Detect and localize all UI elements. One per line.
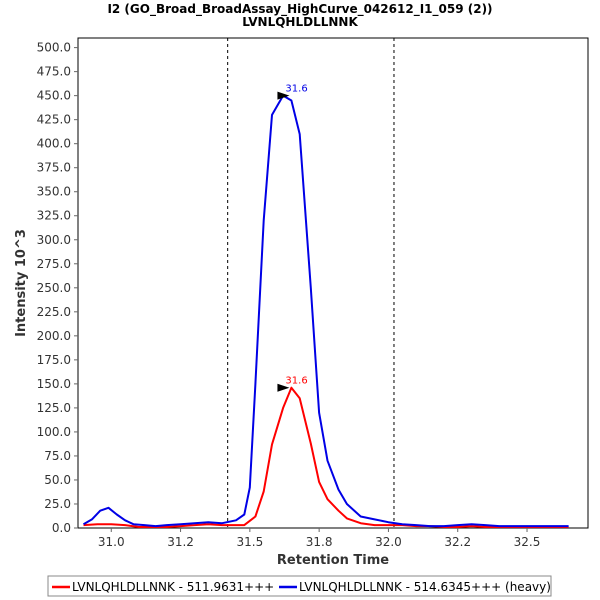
x-tick-label: 31.5 [236, 535, 263, 549]
legend-entry-heavy: LVNLQHLDLLNNK - 514.6345+++ (heavy) [299, 580, 551, 594]
y-tick-label: 425.0 [37, 113, 71, 127]
peak-label: 31.6 [285, 376, 307, 387]
y-tick-label: 50.0 [44, 473, 71, 487]
chart-title: I2 (GO_Broad_BroadAssay_HighCurve_042612… [107, 2, 492, 17]
reference-lines [227, 38, 395, 528]
series-line-light [83, 386, 569, 528]
x-axis: 31.0 31.2 31.5 31.8 32.0 32.2 32.5 [98, 528, 540, 549]
peak-label: 31.6 [285, 84, 307, 95]
y-tick-label: 150.0 [37, 377, 71, 391]
series-layer [83, 94, 569, 528]
y-tick-label: 325.0 [37, 209, 71, 223]
y-tick-label: 225.0 [37, 305, 71, 319]
y-tick-label: 75.0 [44, 449, 71, 463]
x-tick-label: 31.2 [167, 535, 194, 549]
x-tick-label: 31.0 [98, 535, 125, 549]
y-tick-label: 275.0 [37, 257, 71, 271]
x-tick-label: 32.2 [444, 535, 471, 549]
legend-entry-light: LVNLQHLDLLNNK - 511.9631+++ [72, 580, 274, 594]
y-tick-label: 475.0 [37, 65, 71, 79]
series-line-heavy [83, 94, 569, 528]
y-axis-label: Intensity 10^3 [14, 229, 29, 337]
plot-area [77, 37, 589, 529]
y-tick-label: 500.0 [37, 41, 71, 55]
peak-labels: 31.6 31.6 [277, 84, 308, 392]
y-tick-label: 350.0 [37, 185, 71, 199]
y-tick-label: 25.0 [44, 497, 71, 511]
y-tick-label: 200.0 [37, 329, 71, 343]
peak-arrow-icon [277, 383, 290, 392]
legend [47, 575, 552, 597]
x-tick-label: 32.0 [375, 535, 402, 549]
x-axis-label: Retention Time [277, 553, 389, 568]
chart-subtitle: LVNLQHLDLLNNK [242, 15, 358, 29]
y-tick-label: 125.0 [37, 401, 71, 415]
y-tick-label: 400.0 [37, 137, 71, 151]
y-axis: 0.0 25.0 50.0 75.0 100.0 125.0 150.0 175.0 200.0… [37, 41, 78, 535]
y-tick-label: 100.0 [37, 425, 71, 439]
x-tick-label: 31.8 [306, 535, 333, 549]
y-tick-label: 300.0 [37, 233, 71, 247]
peak-arrow-icon [277, 91, 290, 100]
y-tick-label: 250.0 [37, 281, 71, 295]
y-tick-label: 375.0 [37, 161, 71, 175]
y-tick-label: 450.0 [37, 89, 71, 103]
x-tick-label: 32.5 [514, 535, 541, 549]
y-tick-label: 175.0 [37, 353, 71, 367]
y-tick-label: 0.0 [52, 521, 71, 535]
